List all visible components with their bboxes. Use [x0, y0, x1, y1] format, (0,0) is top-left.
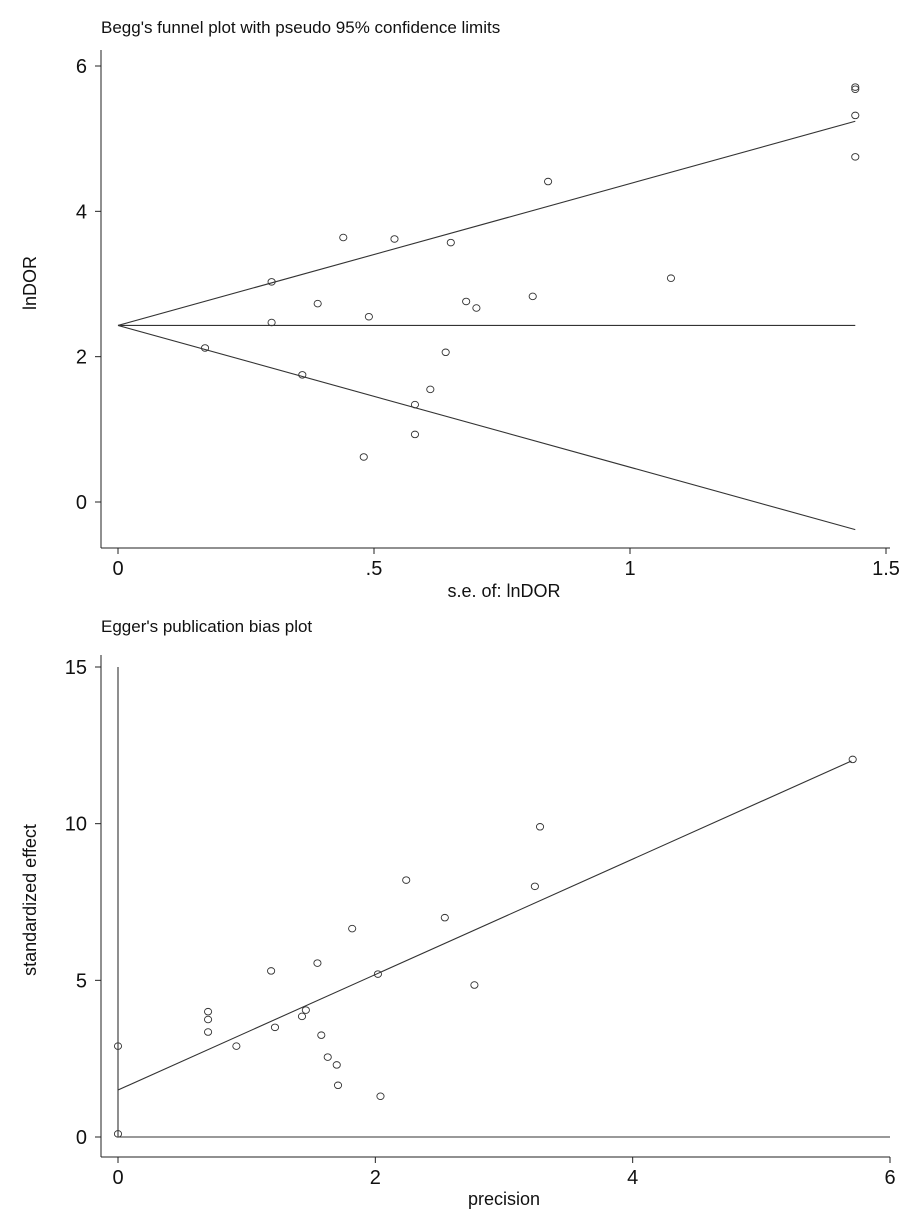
- egger-point-2: [204, 1007, 213, 1016]
- egger-point-4: [204, 1028, 213, 1036]
- egger-x-tick-label-0: 0: [112, 1167, 123, 1189]
- egger-y-tick-label-1: 5: [76, 970, 87, 992]
- begg-y-axis-label: lnDOR: [20, 256, 40, 310]
- begg-chart-title: Begg's funnel plot with pseudo 95% confi…: [101, 18, 500, 37]
- begg-x-axis-label: s.e. of: lnDOR: [447, 581, 560, 601]
- begg-point-10: [410, 400, 420, 409]
- begg-point-11: [426, 385, 435, 394]
- begg-point-15: [472, 304, 481, 312]
- egger-point-19: [440, 913, 449, 922]
- egger-x-tick-label-3: 6: [884, 1167, 895, 1189]
- egger-point-0: [113, 1042, 123, 1050]
- egger-point-5: [232, 1042, 241, 1050]
- begg-point-2: [267, 318, 276, 327]
- egger-point-13: [332, 1061, 341, 1069]
- begg-point-21: [851, 111, 860, 120]
- egger-point-1: [113, 1130, 123, 1138]
- egger-bias-plot: Egger's publication bias plot 0 2 4 6 0 5 10 1…: [20, 617, 896, 1209]
- begg-point-9: [410, 430, 420, 439]
- begg-point-4: [313, 299, 322, 308]
- egger-points: [113, 755, 857, 1138]
- begg-x-tick-label-2: 1: [624, 558, 635, 580]
- begg-point-0: [200, 344, 210, 352]
- egger-x-ticks: 0 2 4 6: [112, 1157, 896, 1189]
- egger-regression-lines: [117, 667, 890, 1138]
- begg-confidence-lines: [117, 120, 856, 531]
- begg-point-16: [528, 292, 537, 301]
- egger-point-3: [204, 1015, 213, 1024]
- egger-point-16: [373, 970, 382, 978]
- egger-point-15: [348, 924, 357, 933]
- egger-point-14: [333, 1081, 343, 1090]
- begg-point-1: [267, 278, 276, 286]
- begg-point-12: [441, 348, 450, 357]
- egger-point-22: [535, 823, 545, 831]
- egger-point-23: [848, 755, 857, 764]
- begg-point-20: [851, 85, 860, 94]
- begg-point-3: [298, 371, 307, 379]
- begg-x-tick-label-3: 1.5: [872, 558, 900, 580]
- begg-line-2: [117, 324, 856, 531]
- egger-point-12: [323, 1053, 332, 1061]
- begg-point-17: [544, 177, 553, 186]
- begg-line-0: [117, 120, 856, 326]
- egger-x-axis-label: precision: [468, 1189, 540, 1209]
- begg-point-13: [446, 238, 455, 247]
- egger-point-9: [301, 1006, 310, 1014]
- begg-y-tick-label-3: 6: [76, 56, 87, 78]
- begg-point-8: [390, 235, 399, 243]
- begg-y-tick-label-1: 2: [76, 347, 87, 369]
- begg-y-tick-label-0: 0: [76, 492, 87, 514]
- egger-point-20: [470, 981, 479, 989]
- egger-point-11: [317, 1031, 326, 1039]
- egger-line-0: [117, 760, 852, 1091]
- egger-y-ticks: 0 5 10 15: [65, 657, 101, 1149]
- egger-chart-title: Egger's publication bias plot: [101, 617, 312, 636]
- egger-point-7: [270, 1023, 280, 1032]
- egger-point-21: [530, 882, 539, 891]
- begg-point-5: [339, 233, 348, 242]
- begg-point-7: [364, 312, 373, 321]
- egger-point-6: [267, 967, 276, 975]
- begg-funnel-plot: Begg's funnel plot with pseudo 95% confi…: [20, 18, 900, 601]
- egger-point-18: [402, 876, 411, 884]
- begg-point-18: [666, 274, 676, 282]
- egger-y-tick-label-2: 10: [65, 814, 87, 836]
- begg-point-6: [359, 453, 368, 461]
- begg-x-ticks: 0 .5 1 1.5: [112, 548, 900, 580]
- egger-point-10: [313, 959, 322, 967]
- egger-x-tick-label-2: 4: [627, 1167, 638, 1189]
- egger-y-tick-label-0: 0: [76, 1127, 87, 1149]
- begg-y-tick-label-2: 4: [76, 201, 87, 223]
- egger-point-17: [376, 1092, 385, 1101]
- egger-x-tick-label-1: 2: [370, 1167, 381, 1189]
- begg-x-tick-label-0: 0: [112, 558, 123, 580]
- egger-point-8: [297, 1012, 307, 1021]
- begg-point-22: [851, 153, 860, 161]
- begg-point-19: [851, 83, 860, 91]
- egger-y-axis-label: standardized effect: [20, 824, 40, 976]
- begg-point-14: [462, 297, 471, 306]
- begg-y-ticks: 0 2 4 6: [76, 56, 101, 514]
- egger-y-tick-label-3: 15: [65, 657, 87, 679]
- begg-points: [200, 83, 860, 461]
- begg-x-tick-label-1: .5: [366, 558, 383, 580]
